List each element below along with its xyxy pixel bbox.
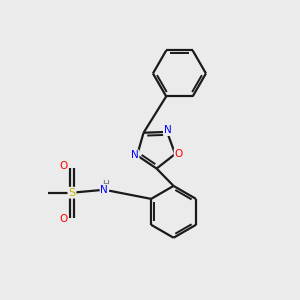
Text: O: O bbox=[60, 161, 68, 171]
Text: H: H bbox=[103, 180, 109, 189]
Text: N: N bbox=[100, 185, 108, 195]
Text: S: S bbox=[68, 188, 76, 198]
Text: N: N bbox=[164, 125, 172, 135]
Text: O: O bbox=[175, 149, 183, 159]
Text: N: N bbox=[131, 150, 139, 161]
Text: O: O bbox=[60, 214, 68, 224]
